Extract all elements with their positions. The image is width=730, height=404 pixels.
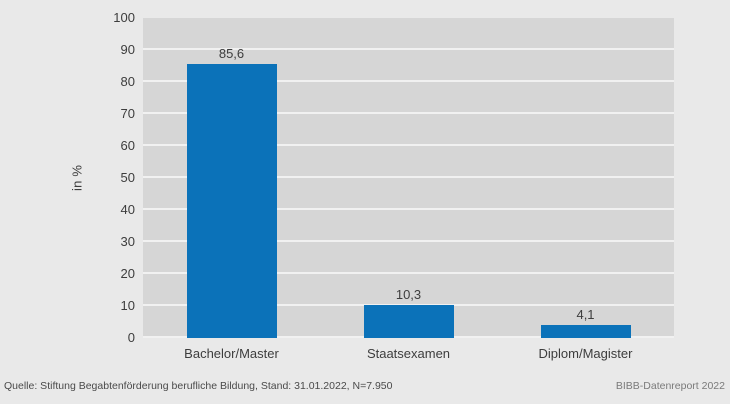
y-tick-label: 30 (120, 234, 135, 249)
y-tick-label: 90 (120, 42, 135, 57)
report-credit: BIBB-Datenreport 2022 (615, 380, 725, 392)
bar: 10,3 (363, 287, 454, 338)
bars-container: 85,6 10,3 4,1 (143, 18, 674, 338)
x-axis-labels: Bachelor/Master Staatsexamen Diplom/Magist… (143, 346, 674, 361)
y-tick-label: 20 (120, 266, 135, 281)
plot-area: 85,6 10,3 4,1 (143, 18, 674, 338)
y-tick-label: 40 (120, 202, 135, 217)
y-tick-label: 100 (113, 10, 135, 25)
y-axis-ticks: 100 90 80 70 60 50 40 30 20 10 0 (0, 0, 143, 345)
y-tick-label: 80 (120, 74, 135, 89)
y-tick-label: 0 (127, 330, 135, 345)
x-category-label: Staatsexamen (366, 346, 451, 361)
y-tick-label: 10 (120, 298, 135, 313)
bar-slot: 85,6 (143, 18, 320, 338)
bar-value-label: 10,3 (395, 287, 422, 303)
source-note: Quelle: Stiftung Begabtenförderung beruf… (4, 380, 393, 392)
y-tick-label: 70 (120, 106, 135, 121)
bar-value-label: 85,6 (218, 46, 245, 62)
bar: 4,1 (540, 307, 631, 338)
footer: Quelle: Stiftung Begabtenförderung beruf… (4, 380, 725, 392)
bar-slot: 10,3 (320, 18, 497, 338)
y-tick-label: 60 (120, 138, 135, 153)
x-category-label: Bachelor/Master (184, 346, 279, 361)
x-category-label: Diplom/Magister (538, 346, 633, 361)
bar-slot: 4,1 (497, 18, 674, 338)
bar: 85,6 (186, 46, 277, 338)
y-tick-label: 50 (120, 170, 135, 185)
bar-value-label: 4,1 (576, 306, 595, 322)
